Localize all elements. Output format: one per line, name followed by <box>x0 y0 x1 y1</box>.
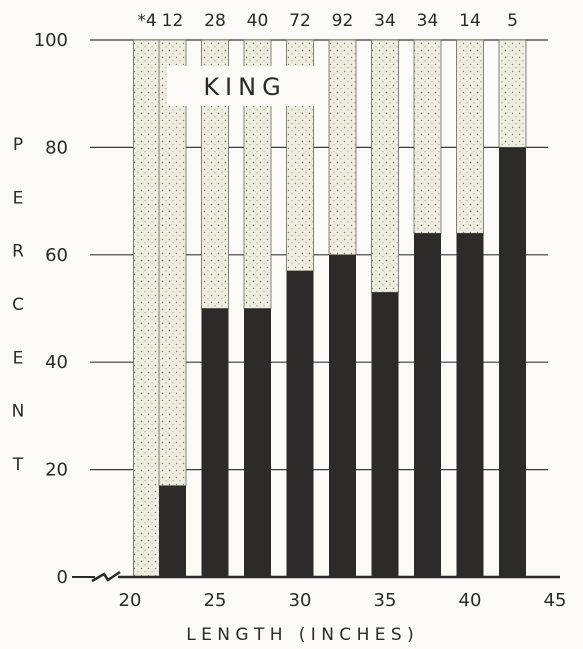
x-axis-title: L E N G T H ( I N C H E S ) <box>186 625 414 645</box>
sample-size-labels: *4 12 28 40 72 92 34 34 14 5 <box>137 11 518 31</box>
sample-size-label: 72 <box>289 11 311 31</box>
y-axis-title-letter: C <box>12 295 24 315</box>
legend-box: KING <box>167 66 323 106</box>
x-tick-label: 30 <box>289 590 312 611</box>
sample-size-label: 12 <box>162 11 184 31</box>
bar-lower-segment <box>286 270 314 577</box>
sample-size-label: 34 <box>417 11 439 31</box>
y-tick-label: 0 <box>57 567 68 588</box>
bar-upper-segment <box>413 39 442 234</box>
bars <box>133 39 527 578</box>
y-axis-title-letter: E <box>13 188 24 208</box>
bar-upper-segment <box>498 39 527 148</box>
chart-title: KING <box>203 73 286 101</box>
sample-size-label: 14 <box>459 11 481 31</box>
sample-size-label: 5 <box>507 11 518 31</box>
axis-break-mark <box>91 570 121 583</box>
y-axis-title-letter: N <box>12 402 25 422</box>
x-tick-label: 35 <box>374 590 397 611</box>
bar-upper-segment <box>133 39 161 578</box>
y-tick-label: 100 <box>34 30 68 51</box>
y-axis-title-letter: P <box>13 135 23 155</box>
y-tick-label: 80 <box>45 137 68 158</box>
sample-size-label: 34 <box>374 11 396 31</box>
bar-lower-segment <box>201 308 229 577</box>
bar-lower-segment <box>329 254 356 578</box>
y-tick-label: 60 <box>45 245 68 266</box>
x-tick-label: 45 <box>544 590 567 611</box>
bar-upper-segment <box>456 39 484 234</box>
x-tick-label: 25 <box>204 590 227 611</box>
y-axis-title: P E R C E N T <box>12 135 25 475</box>
y-tick-labels: 0 20 40 60 80 100 <box>34 30 68 588</box>
bar-upper-segment <box>328 39 357 256</box>
bar-upper-segment <box>158 39 187 487</box>
y-axis-title-letter: T <box>12 455 24 475</box>
y-tick-label: 20 <box>45 460 68 481</box>
bar-lower-segment <box>159 485 186 577</box>
bar-lower-segment <box>456 233 484 577</box>
y-tick-label: 40 <box>45 352 68 373</box>
bar-lower-segment <box>414 233 441 577</box>
x-tick-label: 40 <box>459 590 482 611</box>
sample-size-label: 40 <box>247 11 269 31</box>
bar-upper-segment <box>371 39 399 293</box>
x-tick-label: 20 <box>119 590 142 611</box>
bar-lower-segment <box>499 147 526 577</box>
sample-size-label: 92 <box>332 11 354 31</box>
axes <box>72 570 560 583</box>
sample-size-label: *4 <box>137 11 156 31</box>
sample-size-label: 28 <box>204 11 226 31</box>
bar-lower-segment <box>244 308 271 577</box>
y-axis-title-letter: R <box>12 242 24 262</box>
bar-lower-segment <box>371 292 399 577</box>
y-axis-title-letter: E <box>13 348 24 368</box>
x-tick-labels: 20 25 30 35 40 45 <box>119 590 567 611</box>
